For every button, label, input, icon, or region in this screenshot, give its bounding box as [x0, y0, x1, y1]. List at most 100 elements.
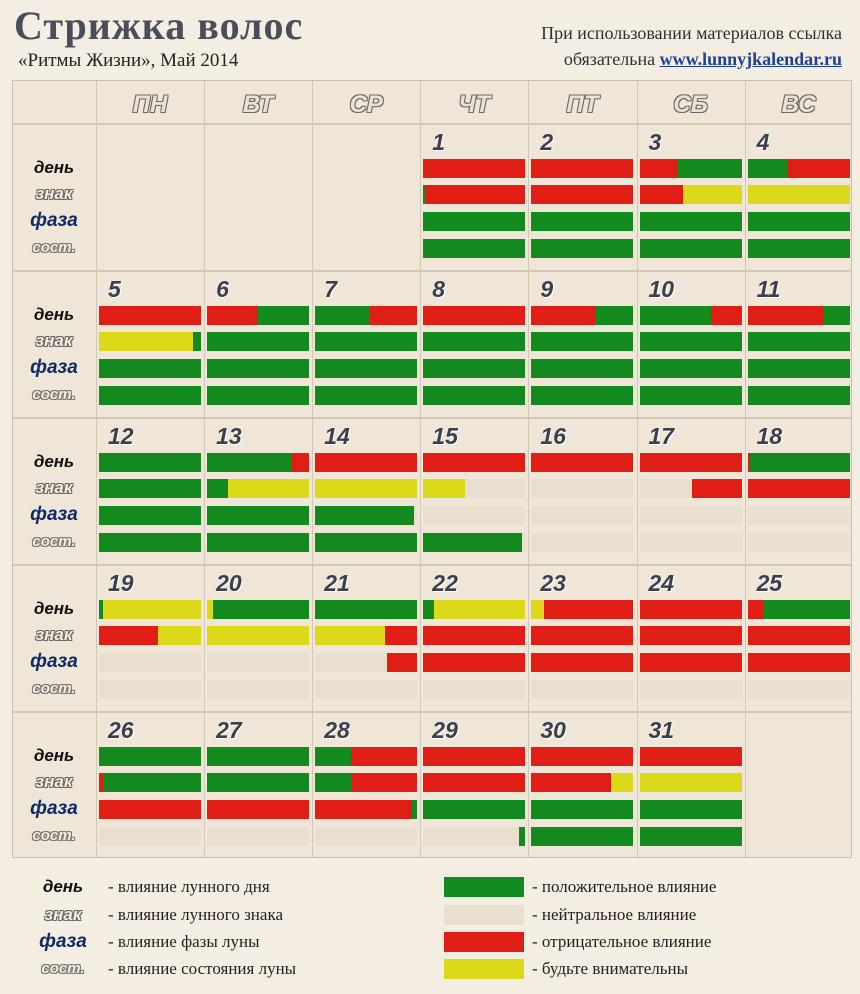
influence-bar-day [315, 453, 418, 472]
bar-segment [103, 773, 202, 792]
bar-segment [747, 680, 850, 699]
day-number: 6 [216, 276, 229, 302]
bar-segment [99, 359, 202, 378]
grid-line-horizontal [13, 711, 851, 713]
influence-bar-phase [531, 800, 634, 819]
bar-segment [351, 773, 418, 792]
bar-segment [423, 332, 526, 351]
bar-segment [99, 653, 202, 672]
day-number: 5 [108, 276, 121, 302]
day-number: 8 [432, 276, 446, 302]
bar-segment [531, 626, 634, 645]
grid-line-vertical [528, 81, 530, 857]
row-label-sign: знак [35, 184, 73, 203]
weekday-header: СБ [673, 91, 708, 118]
day-number: 11 [756, 276, 781, 302]
bar-segment [207, 453, 291, 472]
bar-segment [99, 479, 202, 498]
influence-bar-phase [99, 653, 202, 672]
bar-segment [639, 332, 742, 351]
bar-segment [207, 747, 310, 766]
grid-line-vertical [420, 81, 422, 857]
influence-bar-state [99, 386, 202, 405]
notice-text: обязательна [563, 49, 656, 69]
day-number: 15 [432, 423, 458, 449]
influence-bar-sign [315, 479, 418, 498]
influence-bar-sign [207, 479, 310, 498]
bar-segment [531, 159, 634, 178]
weekday-header: СР [349, 91, 383, 118]
bar-segment [594, 306, 634, 325]
day-number: 22 [432, 570, 458, 596]
bar-segment [350, 747, 418, 766]
influence-bar-phase [747, 359, 850, 378]
grid-line-vertical [96, 81, 97, 857]
bar-segment [257, 306, 310, 325]
bar-segment [315, 773, 352, 792]
influence-bar-sign [639, 626, 742, 645]
bar-segment [639, 600, 742, 619]
bar-segment [207, 600, 214, 619]
influence-bar-sign [639, 479, 742, 498]
day-number: 19 [108, 570, 134, 596]
bar-segment [531, 506, 634, 525]
day-number: 12 [108, 423, 134, 449]
day-number: 26 [108, 717, 134, 743]
influence-bar-day [423, 600, 526, 619]
bar-segment [639, 185, 684, 204]
bar-segment [207, 626, 310, 645]
weekday-header: ВТ [242, 91, 274, 118]
influence-bar-day [423, 747, 526, 766]
bar-segment [639, 747, 742, 766]
bar-segment [639, 212, 742, 231]
website-link[interactable]: www.lunnyjkalendar.ru [659, 49, 842, 69]
influence-bar-day [423, 306, 526, 325]
bar-segment [315, 680, 418, 699]
influence-bar-phase [207, 359, 310, 378]
bar-segment [423, 185, 427, 204]
bar-segment [531, 773, 612, 792]
bar-segment [747, 332, 850, 351]
influence-bar-sign [207, 626, 310, 645]
bar-segment [315, 453, 418, 472]
bar-segment [99, 386, 202, 405]
day-number: 10 [648, 276, 675, 302]
influence-bar-day [747, 453, 850, 472]
legend-text: - положительное влияние [532, 877, 717, 896]
bar-segment [315, 359, 418, 378]
bar-segment [433, 600, 526, 619]
influence-bar-phase [423, 506, 526, 525]
bar-segment [423, 827, 520, 846]
bar-segment [639, 533, 742, 552]
influence-bar-state [207, 680, 310, 699]
bar-segment [423, 386, 526, 405]
influence-bar-state [531, 386, 634, 405]
bar-segment [531, 185, 634, 204]
weekday-header: ЧТ [458, 91, 491, 118]
legend-text: - влияние фазы луны [108, 932, 260, 951]
influence-bar-phase [639, 359, 742, 378]
bar-segment [639, 239, 742, 258]
influence-bar-phase [531, 506, 634, 525]
bar-segment [99, 306, 202, 325]
bar-segment [192, 332, 202, 351]
influence-bar-state [207, 533, 310, 552]
bar-segment [747, 239, 850, 258]
day-number: 2 [540, 129, 554, 155]
bar-segment [611, 773, 634, 792]
influence-bar-state [423, 239, 526, 258]
bar-segment [639, 773, 742, 792]
influence-bar-phase [747, 506, 850, 525]
influence-bar-state [747, 239, 850, 258]
bar-segment [639, 479, 692, 498]
legend-text: - отрицательное влияние [532, 932, 712, 951]
influence-bar-state [423, 680, 526, 699]
bar-segment [158, 626, 202, 645]
bar-segment [423, 306, 526, 325]
influence-bar-day [531, 306, 634, 325]
day-number: 9 [540, 276, 554, 302]
bar-segment [531, 479, 634, 498]
influence-bar-state [315, 827, 418, 846]
influence-bar-day [639, 600, 742, 619]
influence-bar-sign [99, 479, 202, 498]
